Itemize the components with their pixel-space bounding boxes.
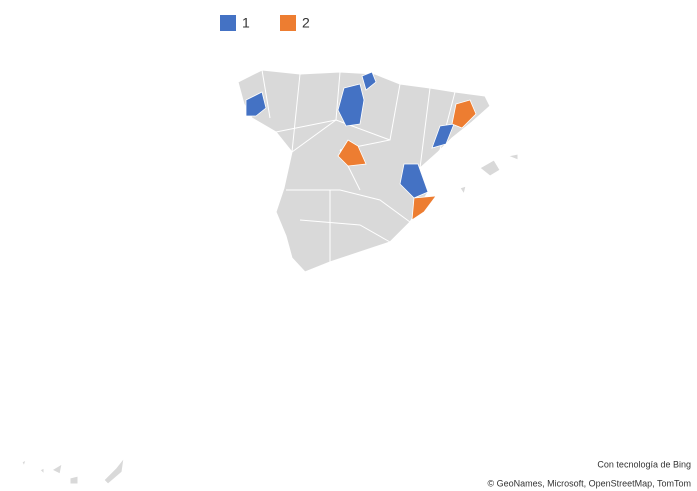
map: [21, 69, 519, 485]
region-series-1: [245, 91, 267, 117]
legend-label: 1: [242, 15, 250, 31]
region-series-1: [337, 83, 365, 127]
region-series-1: [431, 123, 455, 149]
balearic-islands: [459, 153, 519, 196]
region-series-2: [411, 195, 437, 221]
region-series-1: [361, 71, 377, 91]
legend-swatch: [280, 15, 296, 31]
region-series-2: [337, 139, 367, 167]
region-series-2: [451, 99, 477, 129]
province-borders: [261, 69, 456, 262]
attribution: Con tecnología de Bing: [597, 459, 691, 469]
region-series-1: [399, 163, 429, 199]
canary-islands: [21, 456, 125, 485]
attribution: © GeoNames, Microsoft, OpenStreetMap, To…: [487, 478, 691, 488]
legend-swatch: [220, 15, 236, 31]
legend-label: 2: [302, 15, 310, 31]
